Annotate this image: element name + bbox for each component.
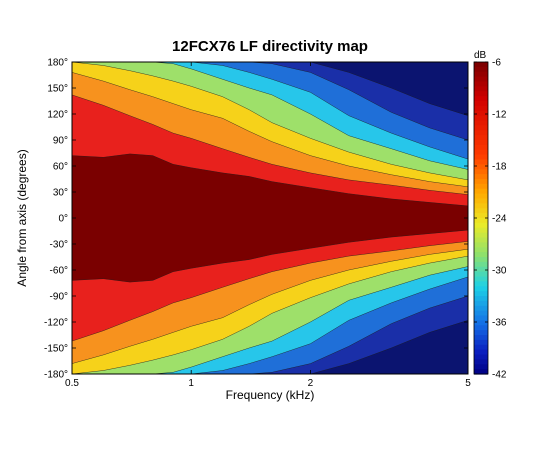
colorbar-tick-label: -12 — [492, 110, 507, 121]
colorbar-segment — [474, 169, 488, 175]
colorbar-segment — [474, 305, 488, 312]
colorbar-segment — [474, 140, 488, 146]
colorbar-tick-label: -42 — [492, 370, 507, 381]
colorbar-segment — [474, 261, 488, 268]
colorbar-segment — [474, 320, 488, 326]
y-tick-label: -150° — [44, 344, 68, 355]
colorbar-segment — [474, 86, 488, 92]
colorbar-tick-label: -36 — [492, 318, 507, 329]
colorbar-segment — [474, 154, 488, 161]
colorbar-segment — [474, 71, 488, 78]
colorbar-segment — [474, 193, 488, 200]
colorbar-tick-label: -6 — [492, 58, 501, 69]
colorbar-segment — [474, 344, 488, 351]
colorbar-segment — [474, 101, 488, 107]
colorbar-segment — [474, 369, 488, 375]
colorbar-segment — [474, 183, 488, 190]
colorbar-segment — [474, 359, 488, 365]
colorbar-segment — [474, 349, 488, 356]
colorbar-segment — [474, 227, 488, 234]
colorbar-segment — [474, 91, 488, 97]
colorbar-segment — [474, 330, 488, 336]
colorbar-segment — [474, 179, 488, 185]
colorbar-segment — [474, 105, 488, 112]
chart-title: 12FCX76 LF directivity map — [172, 38, 368, 55]
y-tick-label: 120° — [47, 110, 68, 121]
y-tick-label: -120° — [44, 318, 68, 329]
colorbar-segment — [474, 364, 488, 370]
colorbar-segment — [474, 208, 488, 214]
colorbar-segment — [474, 232, 488, 239]
colorbar-tick-label: -18 — [492, 162, 507, 173]
colorbar-segment — [474, 222, 488, 229]
colorbar-segment — [474, 213, 488, 219]
colorbar-segment — [474, 144, 488, 151]
colorbar-segment — [474, 354, 488, 360]
colorbar-segment — [474, 300, 488, 307]
y-tick-label: 30° — [53, 188, 68, 199]
colorbar-segment — [474, 271, 488, 278]
colorbar-segment — [474, 325, 488, 331]
x-tick-label: 5 — [465, 378, 471, 389]
colorbar-segment — [474, 120, 488, 126]
colorbar-segment — [474, 115, 488, 122]
colorbar-segment — [474, 266, 488, 273]
y-tick-label: -90° — [50, 292, 68, 303]
colorbar-segment — [474, 81, 488, 87]
y-axis-label: Angle from axis (degrees) — [15, 149, 29, 286]
colorbar-segment — [474, 164, 488, 170]
colorbar-segment — [474, 257, 488, 263]
colorbar-segment — [474, 96, 488, 102]
y-tick-label: 180° — [47, 58, 68, 69]
colorbar-segment — [474, 62, 488, 68]
y-tick-label: 150° — [47, 84, 68, 95]
colorbar-segment — [474, 125, 488, 131]
colorbar-segment — [474, 130, 488, 136]
colorbar-segment — [474, 276, 488, 282]
y-tick-label: -180° — [44, 370, 68, 381]
colorbar-tick-label: -30 — [492, 266, 507, 277]
y-tick-label: 0° — [58, 214, 68, 225]
colorbar-segment — [474, 339, 488, 346]
colorbar-segment — [474, 174, 488, 180]
colorbar-segment — [474, 198, 488, 204]
colorbar-segment — [474, 286, 488, 292]
colorbar-segment — [474, 237, 488, 243]
colorbar-segment — [474, 159, 488, 165]
x-tick-label: 0.5 — [65, 378, 79, 389]
colorbar-segment — [474, 315, 488, 321]
colorbar-tick-label: -24 — [492, 214, 507, 225]
colorbar-segment — [474, 188, 488, 195]
colorbar-segment — [474, 247, 488, 253]
colorbar-segment — [474, 76, 488, 83]
colorbar-segment — [474, 218, 488, 224]
y-tick-label: 60° — [53, 162, 68, 173]
colorbar-segment — [474, 281, 488, 287]
y-tick-label: 90° — [53, 136, 68, 147]
contour-band-minus3 — [72, 153, 468, 283]
x-tick-label: 2 — [308, 378, 314, 389]
colorbar-segment — [474, 135, 488, 141]
colorbar-segment — [474, 335, 488, 341]
y-tick-label: -30° — [50, 240, 68, 251]
colorbar-segment — [474, 203, 488, 209]
colorbar-segment — [474, 110, 488, 117]
y-tick-label: -60° — [50, 266, 68, 277]
colorbar-segment — [474, 149, 488, 156]
x-tick-label: 1 — [188, 378, 194, 389]
colorbar-segment — [474, 291, 488, 297]
colorbar-segment — [474, 242, 488, 248]
colorbar-segment — [474, 252, 488, 258]
colorbar-unit-label: dB — [474, 50, 487, 61]
colorbar-segment — [474, 310, 488, 317]
x-axis-label: Frequency (kHz) — [226, 388, 315, 402]
colorbar-segment — [474, 66, 488, 73]
colorbar-segment — [474, 296, 488, 302]
